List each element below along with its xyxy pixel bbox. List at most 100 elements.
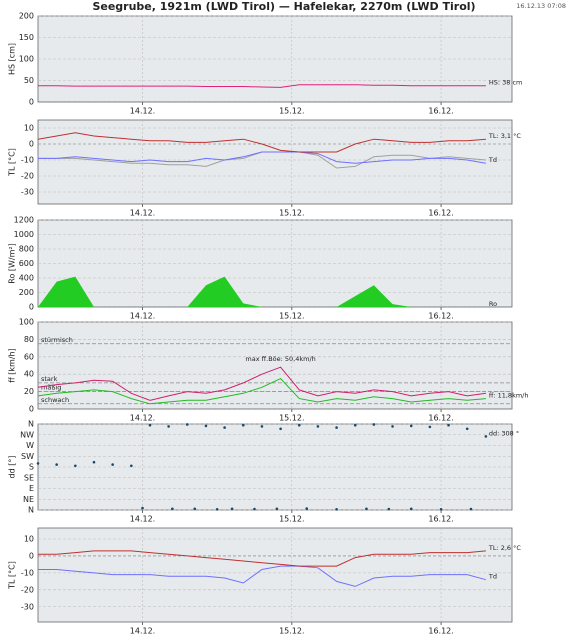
series-line [38,550,486,567]
y-tick-label: 800 [19,245,34,254]
scatter-point [305,507,309,510]
scatter-point [428,425,432,429]
y-axis-label: TL [°C] [8,148,17,177]
x-tick-label: 14.12. [130,627,155,636]
series-line [37,377,486,405]
scatter-point [185,423,189,426]
x-tick-label: 15.12. [279,414,304,423]
scatter-point [253,507,256,511]
y-tick-label: SE [24,473,34,482]
timestamp: 16.12.13 07:08 [516,2,566,10]
x-tick-label: 15.12. [279,107,304,116]
scatter-point [148,423,152,427]
x-tick-label: 16.12. [428,107,453,116]
scatter-point [204,424,208,428]
x-tick-label: 14.12. [130,209,155,218]
x-tick-label: 16.12. [428,312,453,321]
y-tick-label: 100 [19,55,34,64]
y-tick-label: -30 [21,602,34,611]
scatter-point [36,462,40,465]
y-tick-label: -30 [21,188,34,197]
y-tick-label: SW [21,452,34,461]
x-tick-label: 14.12. [130,414,155,423]
plot-area [37,321,513,410]
y-tick-label: 200 [19,288,34,297]
y-tick-label: NW [20,430,34,439]
y-tick-label: 20 [24,387,34,396]
series-label: Td [488,573,497,581]
scatter-point [92,460,96,464]
x-tick-label: 15.12. [279,209,304,218]
y-tick-label: 400 [19,274,34,283]
scatter-point [260,425,264,428]
y-tick-label: 0 [29,98,34,107]
y-tick-label: 600 [19,259,34,268]
x-tick-label: 14.12. [130,107,155,116]
series-line [38,151,486,164]
scatter-point [335,426,338,429]
scatter-point [365,507,368,511]
scatter-point [215,507,219,511]
scatter-point [55,463,58,466]
reference-label: schwach [41,396,69,404]
x-tick-label: 14.12. [130,312,155,321]
y-tick-label: E [29,484,34,493]
scatter-point [387,507,391,511]
scatter-point [193,507,197,511]
y-tick-label: 100 [19,318,34,327]
scatter-point [141,506,144,510]
series-label: Ro [489,300,497,308]
scatter-point [130,464,133,468]
y-tick-label: N [28,506,34,515]
scatter-point [439,507,443,511]
y-axis-label: Ro [W/m²] [8,243,17,283]
y-tick-label: 10 [24,124,34,133]
y-tick-label: -10 [21,156,34,165]
y-tick-label: 80 [24,335,34,344]
scatter-point [275,507,279,511]
x-tick-label: 16.12. [428,209,453,218]
y-tick-label: N [28,420,34,429]
reference-label: mäßig [41,384,61,392]
x-tick-label: 15.12. [279,515,304,524]
scatter-point [241,423,245,427]
annotation: max ff.Böe: 50,4km/h [245,355,315,363]
scatter-point [484,435,488,438]
series-label: Td [488,156,497,164]
scatter-point [353,423,357,427]
y-axis-label: ff [km/h] [8,348,17,383]
y-tick-label: 1200 [14,216,34,225]
scatter-point [335,507,338,511]
y-tick-label: 40 [24,370,34,379]
y-tick-label: -10 [21,568,34,577]
y-axis-label: HS [cm] [8,43,17,75]
series-label: ff: 11,8km/h [489,392,529,400]
y-tick-label: 0 [29,303,34,312]
series-line [38,84,486,88]
series-label: TL: 2,6 °C [488,544,522,552]
x-tick-label: 15.12. [279,312,304,321]
scatter-point [447,423,450,427]
x-tick-label: 16.12. [428,414,453,423]
scatter-point [469,507,473,511]
scatter-point [279,427,282,431]
x-tick-label: 16.12. [428,515,453,524]
y-tick-label: 150 [19,33,34,42]
y-tick-label: -20 [21,585,34,594]
series-line [37,132,486,153]
y-axis-label: dd [°] [8,456,17,479]
scatter-point [316,425,320,428]
series-label: dd: 308 ° [489,429,519,437]
y-tick-label: 0 [29,551,34,560]
series-label: HS: 38 cm [489,79,523,87]
y-tick-label: 60 [24,352,34,361]
x-tick-label: 14.12. [130,515,155,524]
y-axis-label: TL [°C] [8,561,17,590]
scatter-point [111,463,114,466]
series-line [38,565,487,587]
scatter-point [297,423,301,427]
y-tick-label: 1000 [14,230,34,239]
y-tick-label: -20 [21,172,34,181]
series-area [38,276,486,307]
